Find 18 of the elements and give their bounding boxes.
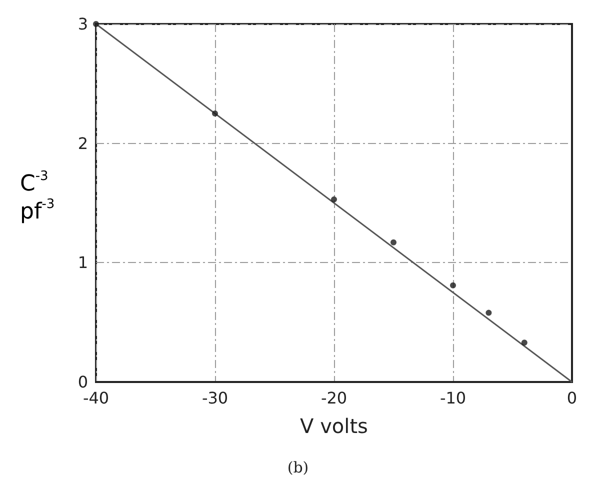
point [390,239,396,246]
x-axis-title: V volts [300,414,368,438]
y-tick-label: 2 [78,134,88,153]
x-tick-label: -20 [320,388,348,408]
point [331,196,337,202]
point [93,21,99,27]
point [450,282,456,288]
point [212,110,218,116]
y-tick-label: 1 [78,253,88,272]
x-tick-label: 0 [566,388,578,408]
x-tick-label: -30 [202,388,228,408]
y-tick-label: 3 [78,14,88,34]
y-tick-label: 0 [78,372,88,392]
text: (b) [287,458,309,476]
x-tick-label: -40 [82,388,110,408]
point [521,340,528,346]
x-tick-label: -10 [440,388,466,408]
point [486,310,492,316]
